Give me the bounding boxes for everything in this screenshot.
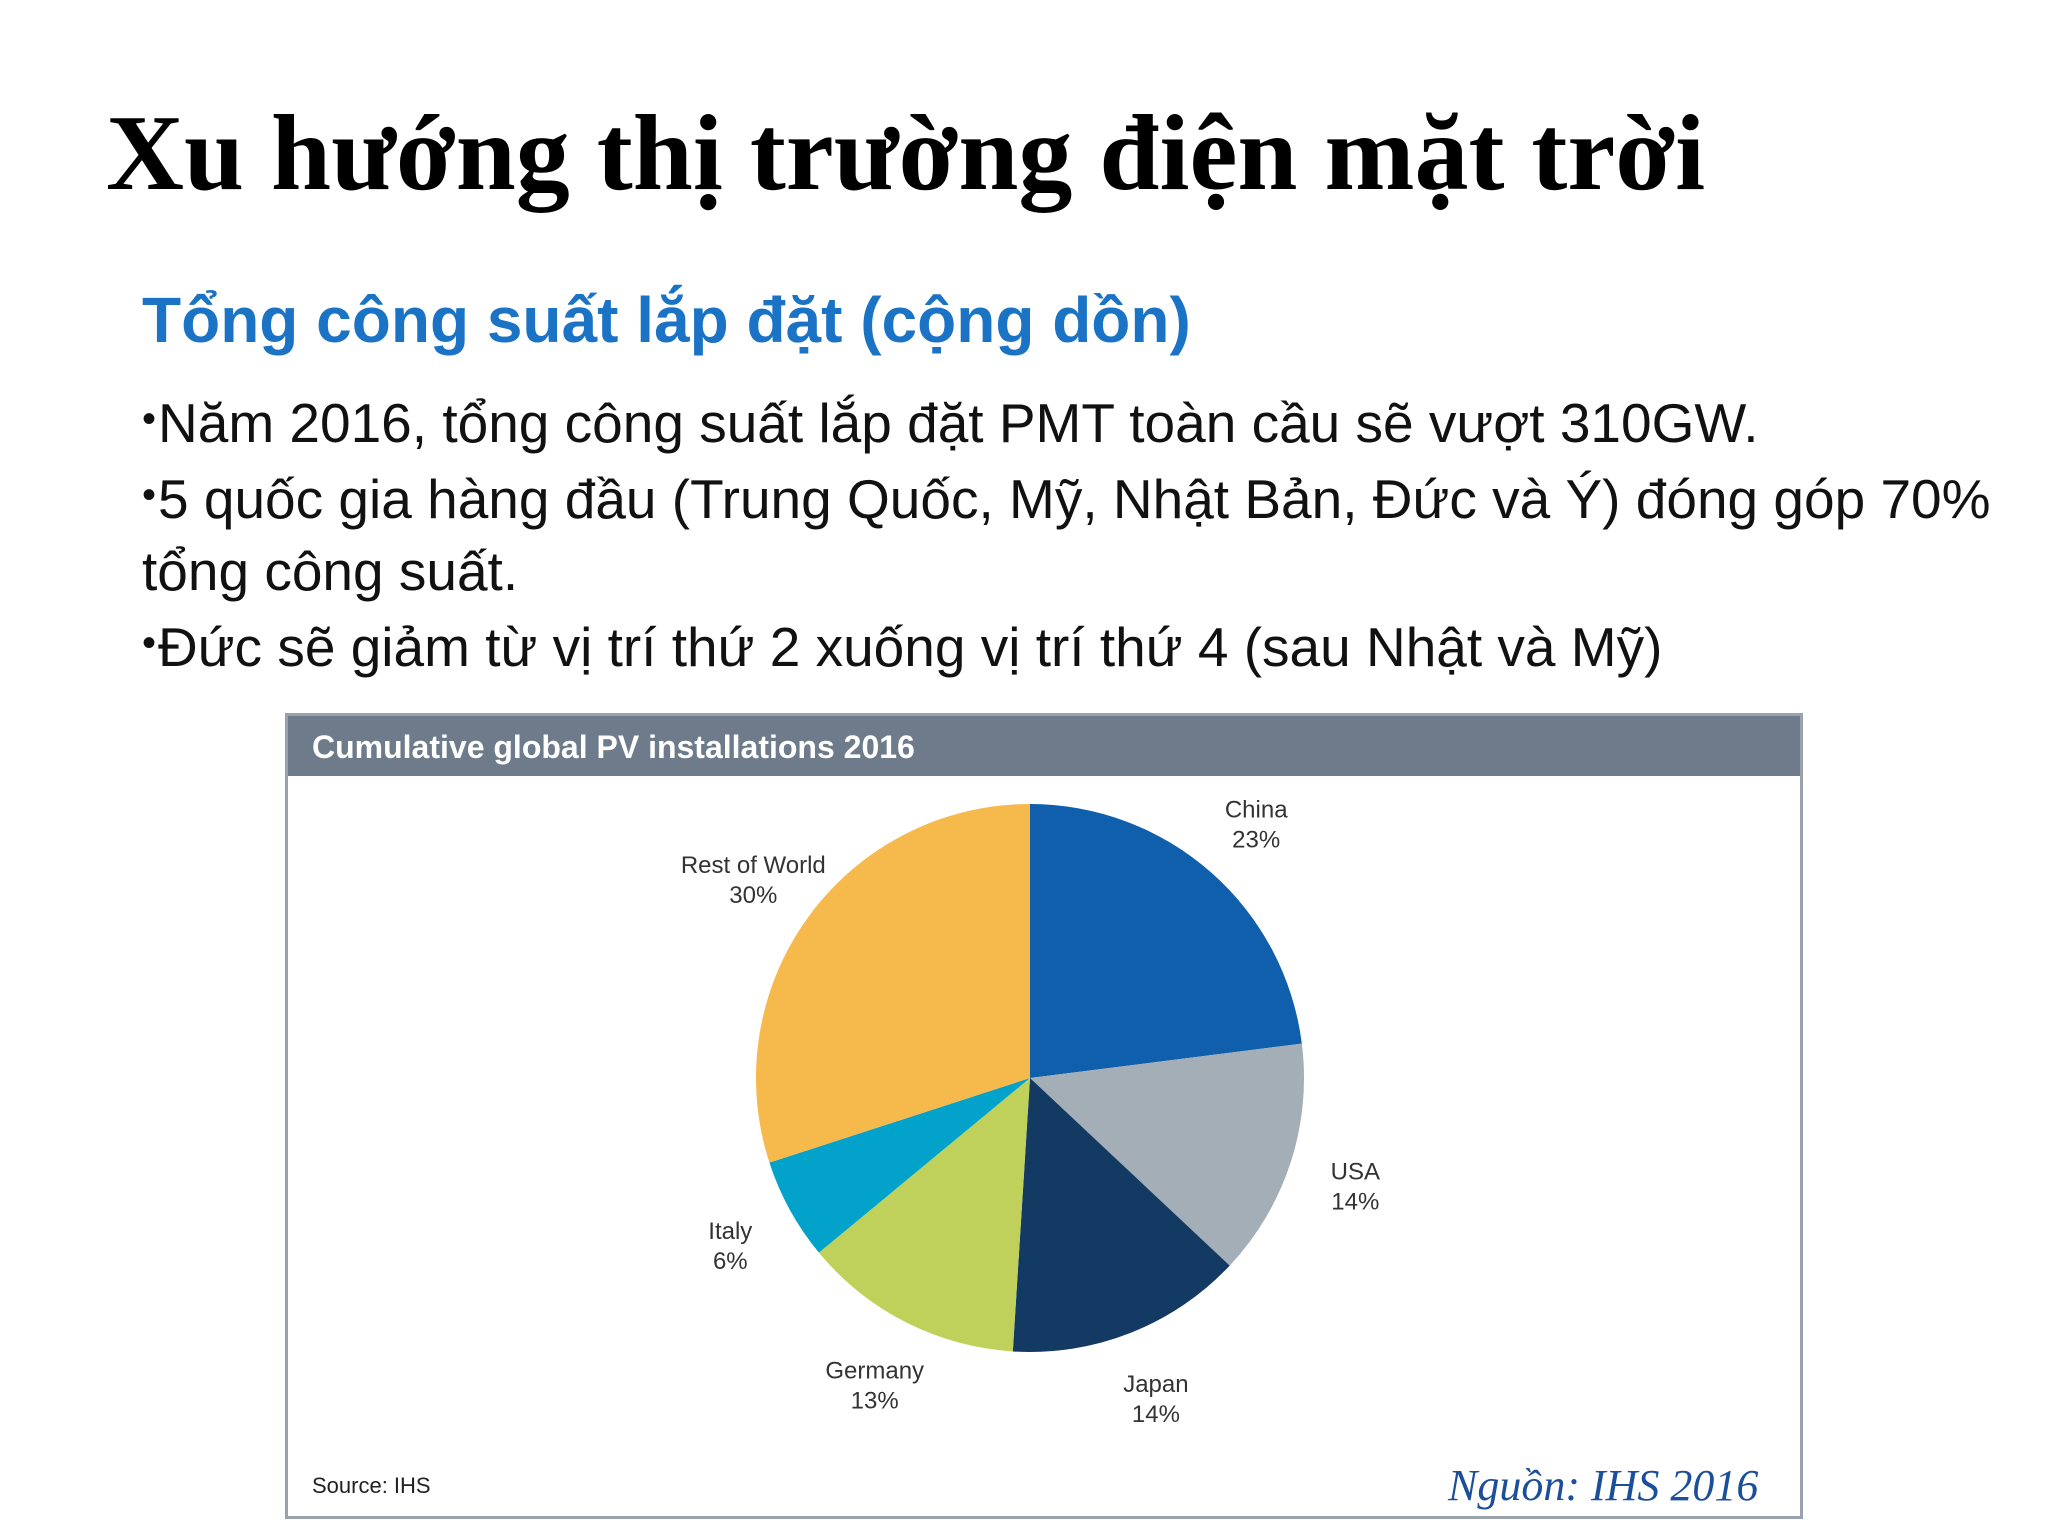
slice-label: USA xyxy=(1331,1159,1380,1186)
slice-value-label: 23% xyxy=(1232,827,1280,854)
bullet-marker: • xyxy=(142,621,157,665)
chart-panel: Cumulative global PV installations 2016 … xyxy=(285,713,1803,1519)
pie-slice-italy xyxy=(769,1078,1030,1253)
pie-slice-germany xyxy=(818,1078,1030,1352)
pie-slice-rest-of-world xyxy=(755,804,1030,1163)
slice-label-group: USA 14% xyxy=(1331,1159,1380,1216)
slice-value-label: 13% xyxy=(851,1388,899,1415)
chart-title: Cumulative global PV installations 2016 xyxy=(312,729,915,765)
slice-label: China xyxy=(1225,797,1288,824)
slice-label-group: China 23% xyxy=(1225,797,1288,854)
bullet-text: Năm 2016, tổng công suất lắp đặt PMT toà… xyxy=(158,392,1759,454)
bullet-text: Đức sẽ giảm từ vị trí thứ 2 xuống vị trí… xyxy=(158,616,1663,678)
bullet-item: •Đức sẽ giảm từ vị trí thứ 2 xuống vị tr… xyxy=(142,607,2022,683)
slice-label-group: Japan 14% xyxy=(1123,1371,1188,1428)
slice-label: Italy xyxy=(708,1218,752,1245)
slice-label-group: Italy 6% xyxy=(708,1218,752,1275)
slice-label-group: Rest of World 30% xyxy=(681,852,826,909)
slide-title: Xu hướng thị trường điện mặt trời xyxy=(106,94,1706,213)
pie-slice-usa xyxy=(1030,1043,1305,1266)
slice-label: Japan xyxy=(1123,1371,1188,1398)
bullet-marker: • xyxy=(142,397,157,441)
slice-value-label: 6% xyxy=(713,1248,748,1275)
pie-slice-china xyxy=(1030,804,1302,1078)
bullet-item: •Năm 2016, tổng công suất lắp đặt PMT to… xyxy=(142,383,2022,459)
bullet-text: 5 quốc gia hàng đầu (Trung Quốc, Mỹ, Nhậ… xyxy=(142,468,1991,602)
bullet-marker: • xyxy=(142,473,157,517)
source-citation: Nguồn: IHS 2016 xyxy=(1448,1461,1759,1510)
slice-value-label: 14% xyxy=(1331,1189,1379,1216)
slice-label: Rest of World xyxy=(681,852,826,879)
slice-label-group: Germany 13% xyxy=(825,1358,924,1415)
slice-value-label: 14% xyxy=(1132,1401,1180,1428)
pie-slice-japan xyxy=(1012,1078,1230,1353)
slice-label: Germany xyxy=(825,1358,924,1385)
slide-subtitle: Tổng công suất lắp đặt (cộng dồn) xyxy=(142,284,1191,356)
bullet-item: •5 quốc gia hàng đầu (Trung Quốc, Mỹ, Nh… xyxy=(142,459,2022,607)
pie-chart: China 23% USA 14% Japan 14% Germany 13% Italy 6% R… xyxy=(681,797,1380,1429)
chart-header: Cumulative global PV installations 2016 xyxy=(288,716,1800,776)
bullet-list: •Năm 2016, tổng công suất lắp đặt PMT to… xyxy=(142,383,2022,683)
slice-value-label: 30% xyxy=(729,882,777,909)
chart-source: Source: IHS xyxy=(312,1473,431,1498)
